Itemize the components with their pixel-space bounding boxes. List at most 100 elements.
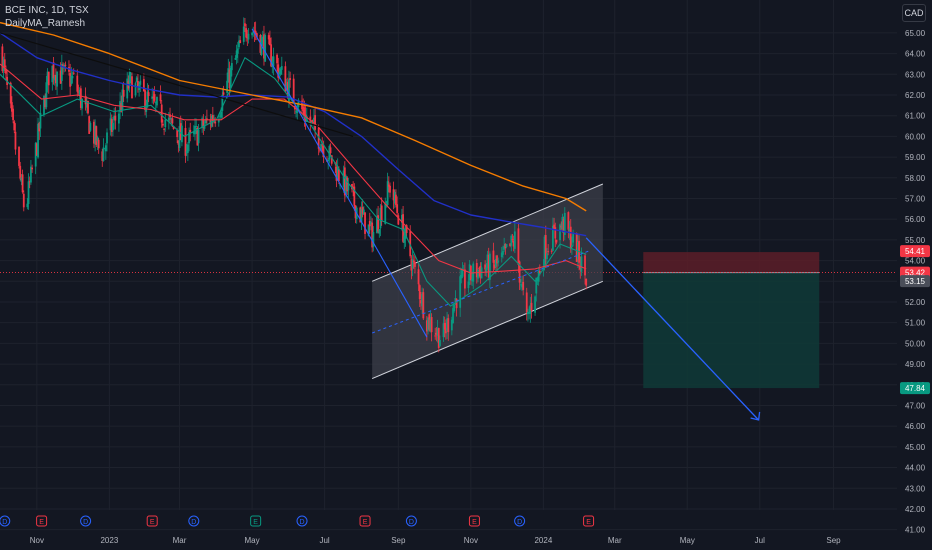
candle-body: [184, 128, 187, 156]
currency-badge[interactable]: CAD: [902, 4, 926, 22]
symbol-title: BCE INC, 1D, TSX: [5, 5, 89, 16]
price-tick-label: 47.00: [905, 401, 926, 410]
time-axis[interactable]: Nov 2023 Mar May Jul Sep Nov 2024 Mar May Jul Sep: [30, 536, 841, 545]
dividend-icon: [188, 515, 200, 527]
earnings-marker[interactable]: E: [36, 515, 48, 527]
candle-body: [393, 191, 396, 204]
stop-loss-zone[interactable]: [643, 252, 820, 273]
series-down-path: [251, 28, 428, 338]
candle-body: [280, 66, 283, 70]
candle-body: [147, 92, 150, 96]
candle-body: [279, 68, 282, 75]
candle-body: [370, 221, 372, 225]
event-marker-label: E: [39, 519, 44, 526]
candle-body: [179, 123, 182, 141]
candle-body: [144, 90, 146, 110]
candle-body: [31, 167, 34, 170]
candle-body: [153, 94, 156, 101]
price-tick-label: 58.00: [905, 174, 926, 183]
candle-body: [46, 71, 49, 85]
candle-body: [550, 250, 553, 252]
candle-body: [159, 94, 162, 102]
candle-body: [251, 32, 253, 36]
price-tick-label: 46.00: [905, 422, 926, 431]
candle-body: [227, 68, 230, 83]
time-tick-label: 2023: [100, 536, 118, 545]
candle-body: [377, 215, 380, 232]
candle-body: [572, 232, 575, 243]
take-profit-zone[interactable]: [643, 272, 820, 389]
candle-body: [122, 89, 125, 97]
candle-body: [171, 118, 174, 124]
candle-body: [569, 226, 572, 249]
dividend-marker[interactable]: D: [188, 515, 200, 527]
dividend-marker[interactable]: D: [0, 515, 11, 527]
candle-body: [585, 278, 588, 286]
candle-body: [9, 82, 12, 104]
indicator-name[interactable]: DailyMA_Ramesh: [5, 18, 86, 29]
earnings-marker[interactable]: E: [250, 515, 262, 527]
earnings-icon: [250, 515, 262, 527]
dividend-marker[interactable]: D: [514, 515, 526, 527]
price-label-box: [900, 245, 930, 258]
candle-body: [195, 125, 198, 127]
series-forecast: [585, 237, 760, 421]
earnings-marker[interactable]: E: [583, 515, 595, 527]
candle-body: [464, 269, 466, 289]
candle-body: [217, 119, 220, 123]
position-zones[interactable]: [0, 252, 897, 389]
candle-body: [505, 244, 508, 248]
candle-body: [420, 300, 422, 304]
time-tick-label: Nov: [30, 536, 44, 545]
candle-body: [72, 72, 75, 74]
series-ma-long: [0, 32, 587, 237]
candle-body: [114, 115, 117, 121]
candle-body: [528, 312, 531, 314]
candle-body: [177, 140, 180, 145]
candle-body: [518, 261, 521, 283]
candle-body: [221, 94, 224, 111]
candle-body: [39, 112, 42, 129]
price-tick-label: 42.00: [905, 505, 926, 514]
candle-body: [192, 131, 195, 134]
dividend-icon: [80, 515, 92, 527]
candle-body: [485, 267, 488, 273]
earnings-marker[interactable]: E: [146, 515, 158, 527]
candle-body: [210, 116, 213, 127]
earnings-marker[interactable]: E: [359, 515, 371, 527]
candle-body: [376, 216, 378, 234]
candle-body: [422, 292, 425, 319]
candle-body: [270, 44, 273, 67]
candle-body: [384, 203, 387, 224]
candle-body: [278, 71, 281, 75]
candle-body: [361, 207, 364, 214]
candle-body: [346, 177, 349, 192]
dividend-marker[interactable]: D: [405, 515, 417, 527]
candle-body: [379, 207, 382, 229]
candle-body: [19, 165, 22, 179]
earnings-marker[interactable]: E: [468, 515, 480, 527]
candle-body: [417, 269, 420, 285]
candle-body: [430, 317, 433, 333]
candle-body: [59, 70, 62, 84]
price-tick-label: 59.00: [905, 153, 926, 162]
candle-body: [161, 123, 164, 126]
price-tick-label: 49.00: [905, 360, 926, 369]
candle-body: [37, 123, 39, 158]
candle-body: [335, 166, 338, 181]
candle-body: [329, 147, 332, 154]
dividend-marker[interactable]: D: [296, 515, 308, 527]
time-tick-label: May: [680, 536, 695, 545]
candle-body: [560, 225, 563, 228]
dividend-marker[interactable]: D: [80, 515, 92, 527]
channel-lower-line[interactable]: [371, 280, 604, 380]
candle-body: [35, 143, 38, 156]
dividend-icon: [296, 515, 308, 527]
candle-body: [185, 151, 188, 154]
candle-body: [427, 317, 429, 331]
candle-body: [129, 73, 132, 75]
candle-body: [568, 228, 571, 232]
candle-body: [286, 81, 289, 98]
